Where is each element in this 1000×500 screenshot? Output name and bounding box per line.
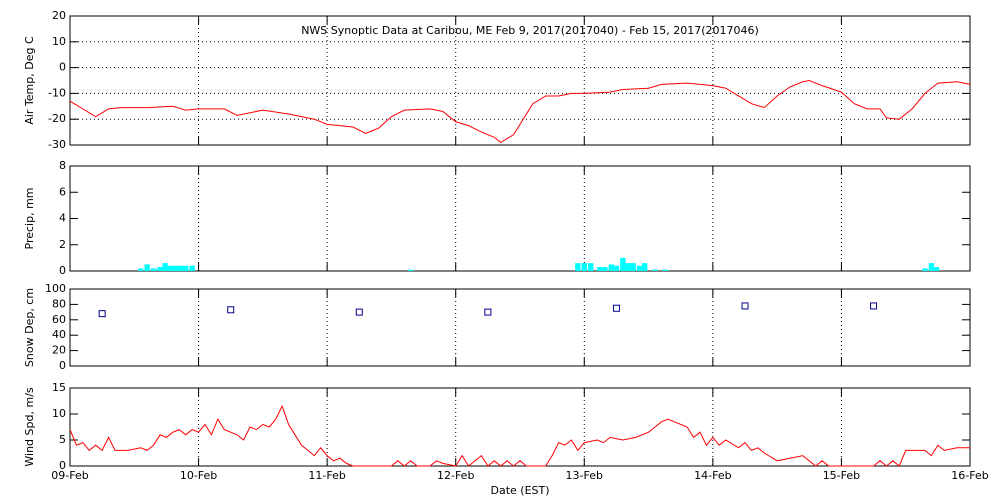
y-tick-label: 6 [59, 185, 66, 198]
bar [167, 265, 173, 271]
line [69, 79, 971, 144]
bar [602, 267, 608, 271]
bar [588, 263, 594, 271]
bar [928, 263, 935, 271]
point [98, 310, 106, 318]
y-axis-label: Air Temp, Deg C [23, 36, 36, 125]
bar [636, 265, 643, 271]
x-tick-label: 11-Feb [308, 469, 345, 482]
y-tick-label: 100 [45, 282, 66, 295]
point [741, 302, 749, 310]
plot-frame [69, 15, 971, 146]
point [355, 308, 363, 316]
y-tick-label: 20 [52, 344, 66, 357]
bar [575, 263, 581, 271]
y-tick-label: 0 [59, 459, 66, 472]
bar [625, 263, 631, 271]
bar [933, 267, 940, 271]
y-tick-label: 5 [59, 433, 66, 446]
y-tick-label: 10 [52, 407, 66, 420]
x-tick-label: 13-Feb [566, 469, 603, 482]
bar [620, 257, 626, 271]
y-tick-label: 40 [52, 328, 66, 341]
bar [581, 263, 587, 271]
bar [652, 269, 658, 271]
y-tick-label: 0 [59, 264, 66, 277]
chart-title: NWS Synoptic Data at Caribou, ME Feb 9, … [301, 24, 759, 37]
bar [613, 265, 620, 271]
line [69, 404, 970, 467]
y-tick-label: 2 [59, 238, 66, 251]
bar [150, 268, 157, 271]
y-tick-label: -10 [48, 86, 66, 99]
bar [597, 267, 603, 271]
bar [608, 264, 614, 271]
y-tick-label: -20 [48, 112, 66, 125]
x-axis-label: Date (EST) [490, 484, 549, 497]
point [484, 308, 492, 316]
plot-frame [69, 288, 971, 367]
y-tick-label: 0 [59, 359, 66, 372]
bar [157, 267, 163, 271]
y-tick-label: 60 [52, 313, 66, 326]
y-tick-label: 80 [52, 297, 66, 310]
bar [189, 265, 195, 271]
bar [630, 263, 636, 271]
y-axis-label: Wind Spd, m/s [23, 387, 36, 467]
point [227, 306, 235, 314]
y-tick-label: 4 [59, 212, 66, 225]
bar [144, 264, 150, 271]
point [612, 304, 620, 312]
y-tick-label: 10 [52, 35, 66, 48]
bar [138, 268, 144, 271]
y-tick-label: 0 [59, 61, 66, 74]
bar [662, 269, 668, 271]
bar [408, 269, 414, 271]
x-tick-label: 15-Feb [823, 469, 860, 482]
y-axis-label: Precip, mm [23, 188, 36, 250]
x-tick-label: 10-Feb [180, 469, 217, 482]
bar [177, 265, 184, 271]
y-tick-label: 8 [59, 159, 66, 172]
plot-frame [69, 165, 971, 272]
bar [183, 265, 189, 271]
point [870, 302, 878, 310]
y-axis-label: Snow Dep, cm [23, 288, 36, 367]
bar [162, 263, 168, 271]
y-tick-label: 15 [52, 381, 66, 394]
plot-frame [69, 387, 971, 467]
bar [922, 268, 928, 271]
bar [172, 265, 179, 271]
y-tick-label: -30 [48, 138, 66, 151]
x-tick-label: 14-Feb [694, 469, 731, 482]
x-tick-label: 16-Feb [951, 469, 988, 482]
x-tick-label: 09-Feb [51, 469, 88, 482]
y-tick-label: 20 [52, 9, 66, 22]
x-tick-label: 12-Feb [437, 469, 474, 482]
bar [642, 263, 648, 271]
